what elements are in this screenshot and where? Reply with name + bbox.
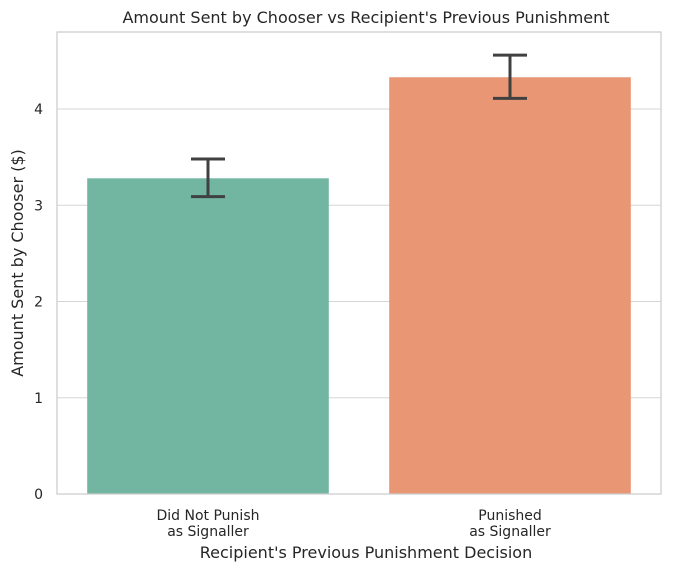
bar: [87, 178, 329, 495]
y-tick-label: 0: [34, 487, 43, 503]
x-tick-label: Did Not Punish: [157, 508, 260, 524]
error-bars: [191, 53, 527, 199]
chart-title: Amount Sent by Chooser vs Recipient's Pr…: [122, 8, 609, 27]
bars: [87, 77, 631, 495]
y-tick-label: 1: [34, 391, 43, 407]
x-axis-label: Recipient's Previous Punishment Decision: [200, 543, 532, 562]
y-tick-label: 3: [34, 198, 43, 214]
y-tick-labels: 0 1 2 3 4: [34, 102, 43, 503]
x-tick-label: as Signaller: [167, 524, 249, 540]
x-tick-label: as Signaller: [469, 524, 551, 540]
plot-frame: [56, 31, 662, 495]
error-bar: [191, 157, 225, 199]
x-tick-label: Punished: [478, 508, 542, 524]
y-tick-label: 4: [34, 102, 43, 118]
bar: [389, 77, 631, 495]
y-tick-label: 2: [34, 295, 43, 311]
error-bar: [493, 53, 527, 100]
y-axis-label: Amount Sent by Chooser ($): [8, 149, 27, 377]
